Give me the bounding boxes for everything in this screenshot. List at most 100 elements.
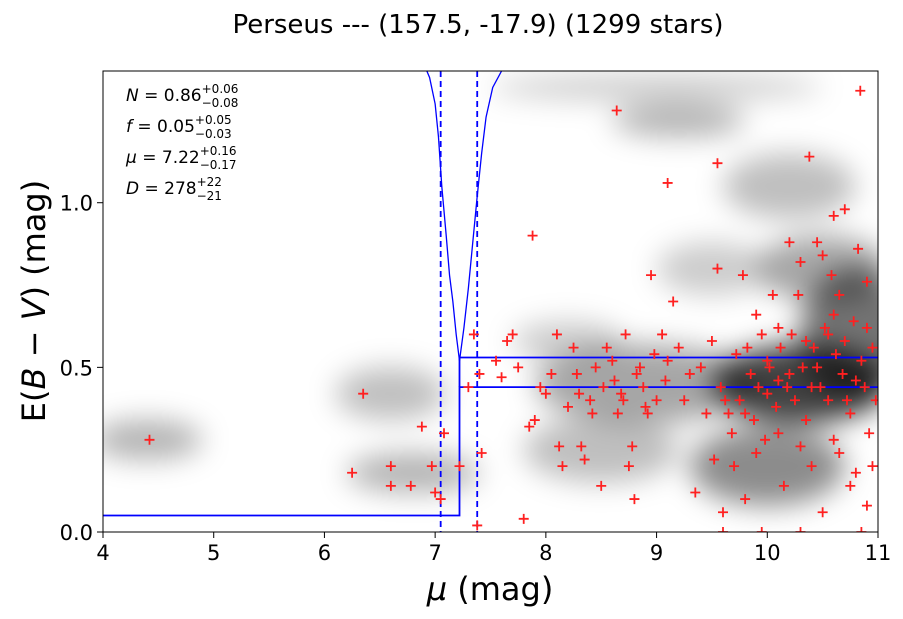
star-point: [839, 204, 850, 215]
star-point: [571, 368, 582, 379]
star-point: [496, 372, 507, 383]
plot-frame: [102, 70, 879, 533]
star-point: [762, 355, 773, 366]
fit-param-value: = 278: [139, 179, 197, 199]
fit-param-3: D = 278+22 −21: [126, 175, 222, 203]
star-point: [649, 349, 660, 360]
star-point: [507, 329, 518, 340]
star-point: [385, 461, 396, 472]
fit-param-value: = 0.86: [139, 86, 202, 106]
model-step-lower: [103, 386, 878, 517]
star-point: [596, 480, 607, 491]
star-point: [778, 480, 789, 491]
star-point: [850, 467, 861, 478]
y-tick-label: 1.0: [60, 192, 93, 216]
star-point: [574, 388, 585, 399]
fit-param-symbol: N: [126, 86, 139, 106]
star-point: [734, 395, 745, 406]
star-point: [749, 415, 759, 426]
star-point: [801, 336, 812, 347]
star-point: [634, 362, 645, 373]
density-blob-6: [689, 426, 845, 506]
star-point: [684, 368, 695, 379]
star-point: [524, 421, 535, 432]
fit-param-value: = 7.22: [137, 148, 200, 168]
star-point: [472, 520, 483, 531]
star-point: [527, 230, 538, 241]
star-point: [463, 382, 474, 393]
star-point: [839, 336, 850, 347]
fit-param-minus: −21: [197, 189, 222, 203]
y-axis: 0.0 0.5 1.0: [60, 192, 103, 545]
star-point: [712, 263, 723, 274]
star-point: [731, 349, 742, 360]
star-point: [476, 447, 487, 458]
star-point: [627, 441, 638, 452]
fit-param-minus: −0.08: [202, 96, 239, 110]
star-point: [784, 368, 795, 379]
fit-param-symbol: f: [126, 117, 135, 137]
star-point: [845, 408, 856, 419]
star-point: [629, 494, 640, 505]
star-point: [695, 362, 706, 373]
star-point: [745, 368, 756, 379]
star-point: [864, 428, 875, 439]
star-point: [795, 527, 806, 532]
density-blob-11: [723, 153, 856, 220]
star-point: [760, 434, 771, 445]
star-point: [867, 342, 878, 353]
star-point: [651, 395, 662, 406]
star-point: [660, 375, 671, 386]
star-point: [837, 368, 848, 379]
star-point: [789, 395, 800, 406]
star-point: [474, 368, 485, 379]
star-point: [640, 401, 651, 412]
star-point: [720, 395, 731, 406]
density-blob-7: [756, 235, 878, 302]
star-point: [751, 447, 762, 458]
fit-param-symbol: D: [126, 179, 139, 199]
star-point: [729, 461, 740, 472]
star-point: [646, 270, 657, 281]
star-point: [587, 408, 598, 419]
star-point: [801, 415, 812, 426]
star-point: [859, 382, 870, 393]
star-point: [535, 382, 546, 393]
star-point: [815, 382, 826, 393]
star-point: [756, 527, 767, 532]
star-point: [773, 428, 784, 439]
y-axis-label: E(B − V) (mag): [15, 180, 53, 422]
star-point: [715, 382, 726, 393]
star-point: [856, 527, 867, 532]
star-point: [767, 289, 778, 300]
star-point: [546, 368, 557, 379]
x-tick-label: 4: [96, 541, 109, 565]
fit-param-2: μ = 7.22+0.16 −0.17: [125, 144, 237, 172]
star-point: [502, 336, 513, 347]
star-point: [773, 375, 784, 386]
star-point: [585, 395, 596, 406]
star-point: [828, 434, 839, 445]
stars-scatter: [144, 85, 878, 532]
x-tick-label: 10: [754, 541, 781, 565]
x-axis-label-unit: (mag): [447, 570, 553, 608]
star-point: [817, 250, 828, 261]
star-point: [416, 421, 427, 432]
fit-param-plus: +0.05: [195, 113, 232, 127]
star-point: [806, 461, 817, 472]
star-point: [657, 329, 668, 340]
y-axis-label-symbol: B − V: [15, 296, 53, 389]
star-point: [817, 507, 828, 518]
star-point: [144, 434, 155, 445]
fit-param-minus: −0.03: [195, 127, 232, 141]
star-point: [706, 336, 717, 347]
x-axis: 4 5 6 7 8 9 10 11: [96, 532, 891, 565]
star-point: [795, 256, 806, 267]
star-point: [347, 467, 358, 478]
density-blob-12: [490, 74, 823, 101]
star-point: [870, 395, 878, 406]
fit-param-symbol: μ: [125, 148, 137, 168]
star-point: [554, 441, 565, 452]
star-point: [782, 382, 793, 393]
